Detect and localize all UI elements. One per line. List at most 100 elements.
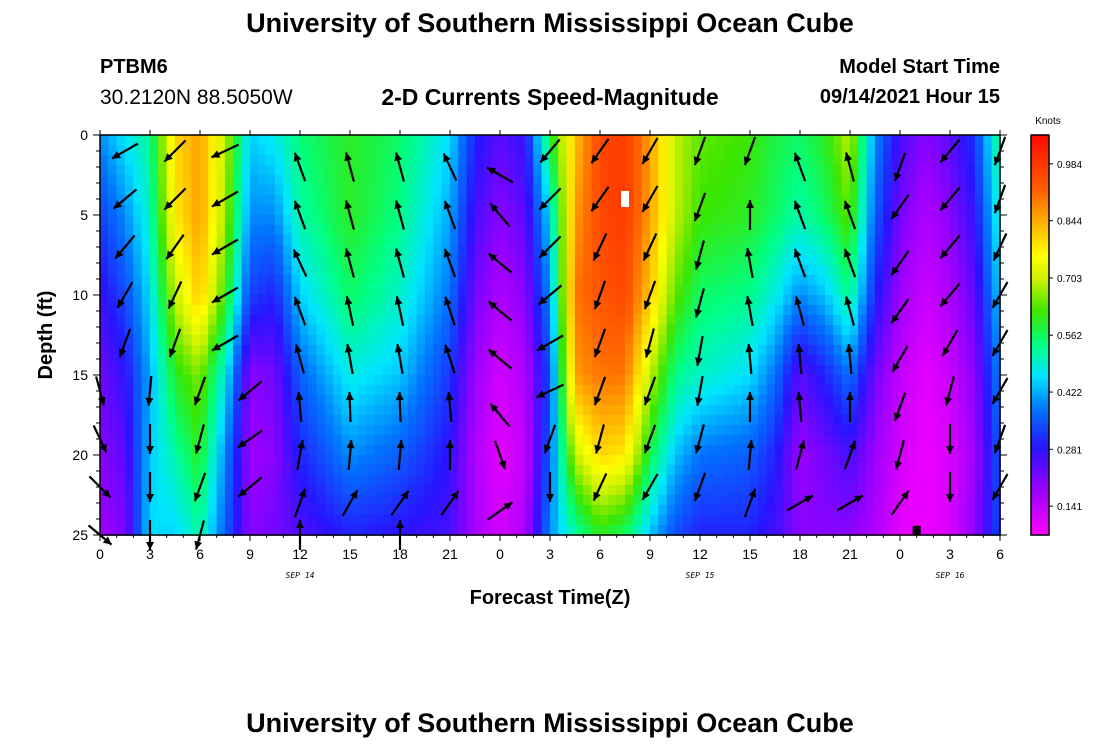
heatmap-cell bbox=[741, 274, 751, 286]
colorbar-tick-label: 0.562 bbox=[1057, 331, 1082, 342]
heatmap-cell bbox=[674, 294, 685, 306]
colorbar-segment bbox=[1031, 177, 1049, 180]
heatmap-cell bbox=[108, 264, 118, 276]
heatmap-cell bbox=[924, 164, 935, 176]
heatmap-cell bbox=[908, 304, 918, 316]
heatmap-cell bbox=[774, 394, 785, 406]
heatmap-cell bbox=[908, 444, 918, 456]
heatmap-cell bbox=[983, 504, 993, 516]
heatmap-cell bbox=[216, 304, 226, 316]
heatmap-cell bbox=[916, 244, 926, 256]
heatmap-cell bbox=[816, 314, 826, 326]
heatmap-cell bbox=[624, 474, 635, 486]
heatmap-cell bbox=[408, 274, 418, 286]
heatmap-cell bbox=[474, 374, 485, 386]
heatmap-cell bbox=[333, 374, 343, 386]
heatmap-cell bbox=[508, 344, 518, 356]
heatmap-cell bbox=[283, 294, 293, 306]
heatmap-cell bbox=[849, 294, 860, 306]
heatmap-cell bbox=[441, 424, 451, 436]
heatmap-cell bbox=[666, 434, 676, 446]
heatmap-cell bbox=[733, 184, 743, 196]
heatmap-cell bbox=[583, 354, 593, 366]
heatmap-cell bbox=[366, 514, 376, 526]
heatmap-cell bbox=[508, 204, 518, 216]
heatmap-cell bbox=[324, 274, 335, 286]
heatmap-cell bbox=[274, 224, 285, 236]
heatmap-cell bbox=[308, 494, 318, 506]
heatmap-cell bbox=[108, 314, 118, 326]
heatmap-cell bbox=[191, 424, 201, 436]
heatmap-cell bbox=[766, 504, 776, 516]
heatmap-cell bbox=[891, 524, 901, 536]
heatmap-cell bbox=[808, 474, 818, 486]
date-labels: SEP 14 SEP 15 SEP 16 bbox=[286, 571, 965, 580]
heatmap-cell bbox=[258, 444, 268, 456]
heatmap-cell bbox=[283, 454, 293, 466]
heatmap-cell bbox=[824, 504, 835, 516]
heatmap-cell bbox=[274, 364, 285, 376]
heatmap-cell bbox=[116, 324, 126, 336]
heatmap-cell bbox=[541, 224, 551, 236]
heatmap-cell bbox=[699, 254, 710, 266]
heatmap-cell bbox=[633, 354, 643, 366]
heatmap-cell bbox=[558, 464, 568, 476]
heatmap-cell bbox=[974, 394, 985, 406]
heatmap-cell bbox=[866, 514, 876, 526]
heatmap-cell bbox=[858, 164, 868, 176]
heatmap-cell bbox=[541, 284, 551, 296]
heatmap-cell bbox=[683, 234, 693, 246]
heatmap-cell bbox=[516, 374, 526, 386]
heatmap-cell bbox=[974, 234, 985, 246]
heatmap-cell bbox=[274, 304, 285, 316]
x-axis-label: Forecast Time(Z) bbox=[470, 587, 631, 609]
heatmap-cell bbox=[491, 154, 501, 166]
heatmap-cell bbox=[433, 164, 443, 176]
current-vector bbox=[163, 139, 187, 163]
heatmap-cell bbox=[99, 334, 110, 346]
heatmap-cell bbox=[633, 514, 643, 526]
heatmap-cell bbox=[274, 424, 285, 436]
heatmap-cell bbox=[824, 384, 835, 396]
heatmap-cell bbox=[408, 414, 418, 426]
heatmap-cell bbox=[808, 394, 818, 406]
heatmap-cell bbox=[866, 504, 876, 516]
heatmap-cell bbox=[458, 194, 468, 206]
heatmap-cell bbox=[816, 444, 826, 456]
heatmap-cell bbox=[108, 344, 118, 356]
heatmap-cell bbox=[624, 434, 635, 446]
heatmap-cell bbox=[274, 264, 285, 276]
heatmap-cell bbox=[266, 164, 276, 176]
heatmap-cell bbox=[666, 454, 676, 466]
heatmap-cell bbox=[191, 204, 201, 216]
heatmap-cell bbox=[874, 444, 885, 456]
heatmap-cell bbox=[358, 304, 368, 316]
heatmap-cell bbox=[299, 204, 310, 216]
heatmap-cell bbox=[108, 134, 118, 146]
heatmap-cell bbox=[833, 174, 843, 186]
heatmap-cell bbox=[699, 314, 710, 326]
heatmap-cell bbox=[658, 274, 668, 286]
heatmap-cell bbox=[908, 184, 918, 196]
heatmap-cell bbox=[524, 184, 535, 196]
heatmap-cell bbox=[466, 374, 476, 386]
heatmap-cell bbox=[116, 434, 126, 446]
heatmap-cell bbox=[866, 214, 876, 226]
heatmap-cell bbox=[474, 444, 485, 456]
heatmap-cell bbox=[224, 454, 235, 466]
heatmap-cell bbox=[158, 344, 168, 356]
heatmap-cell bbox=[958, 344, 968, 356]
heatmap-cell bbox=[383, 464, 393, 476]
heatmap-cell bbox=[866, 284, 876, 296]
heatmap-cell bbox=[274, 234, 285, 246]
current-vector bbox=[489, 402, 511, 428]
heatmap-cell bbox=[241, 144, 251, 156]
heatmap-cell bbox=[708, 414, 718, 426]
heatmap-cell bbox=[99, 214, 110, 226]
heatmap-cell bbox=[516, 134, 526, 146]
colorbar-segment bbox=[1031, 423, 1049, 426]
heatmap-cell bbox=[674, 434, 685, 446]
colorbar-segment bbox=[1031, 487, 1049, 490]
heatmap-cell bbox=[116, 374, 126, 386]
heatmap-cell bbox=[641, 134, 651, 146]
